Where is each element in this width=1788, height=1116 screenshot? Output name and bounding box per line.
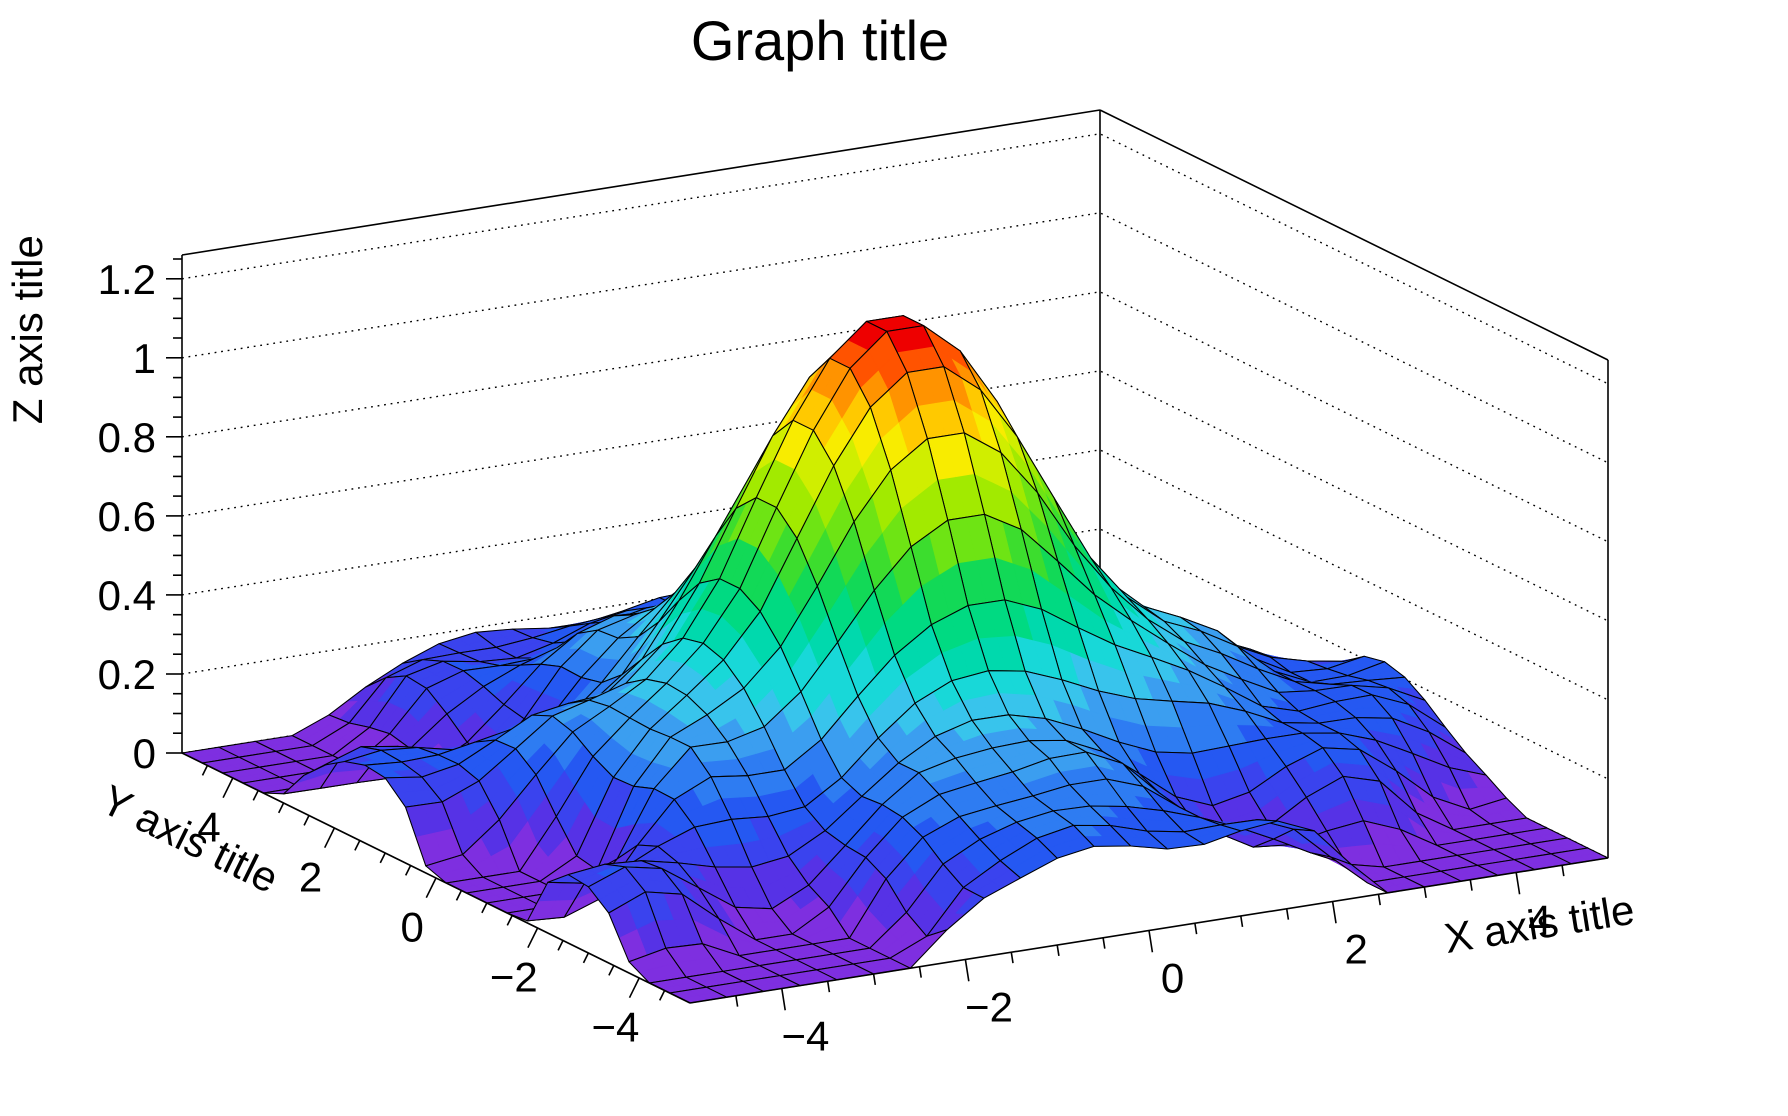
z-axis-tick-label: 0 [133, 730, 156, 777]
plot-title: Graph title [690, 9, 950, 72]
x-axis-tick-label: 0 [1161, 954, 1184, 1001]
x-axis-tick-label: 4 [1528, 896, 1551, 943]
y-axis-tick-label: 4 [197, 804, 220, 851]
y-axis-tick-label: −4 [591, 1004, 639, 1051]
z-axis-tick-label: 0.2 [98, 651, 156, 698]
z-axis-tick-label: 0.8 [98, 414, 156, 461]
y-axis-tick-label: 0 [401, 904, 424, 951]
x-axis-tick-label: −4 [781, 1012, 829, 1059]
x-axis-tick-label: −2 [965, 983, 1013, 1030]
x-axis-tick-label: 2 [1345, 925, 1368, 972]
z-axis-tick-label: 0.4 [98, 572, 156, 619]
z-axis-tick-label: 1 [133, 335, 156, 382]
y-axis-tick-label: −2 [490, 954, 538, 1001]
y-axis-tick-label: 2 [299, 854, 322, 901]
z-axis-tick-label: 0.6 [98, 493, 156, 540]
z-axis-tick-label: 1.2 [98, 256, 156, 303]
z-axis-title: Z axis title [4, 235, 51, 424]
